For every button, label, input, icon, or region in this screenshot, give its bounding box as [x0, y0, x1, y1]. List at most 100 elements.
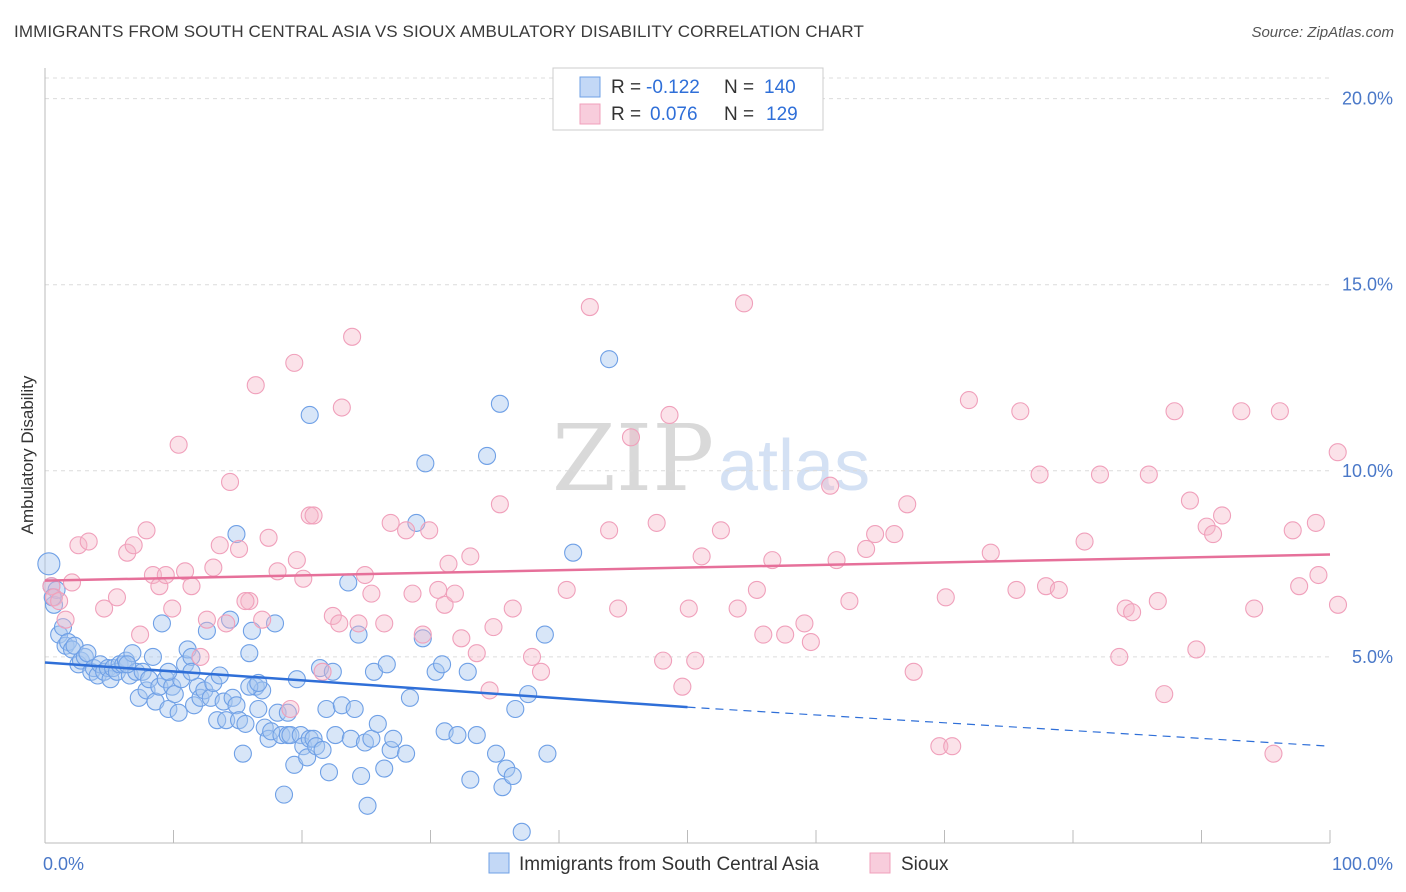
legend-n-value-1: 140	[764, 77, 796, 98]
sioux-point-45	[362, 584, 381, 603]
immigrants-point-119	[493, 778, 512, 797]
immigrants-point-122	[506, 699, 525, 719]
y-tick-label-10: 10.0%	[1342, 461, 1393, 481]
gridlines	[45, 77, 1330, 658]
sioux-point-125	[1309, 565, 1328, 585]
immigrants-point-127	[564, 543, 583, 562]
sioux-point-33	[285, 353, 304, 372]
sioux-point-36	[300, 506, 319, 525]
sioux-point-74	[679, 599, 698, 618]
sioux-point-6	[79, 532, 98, 551]
immigrants-point-36	[152, 614, 171, 633]
sioux-point-50	[413, 625, 432, 644]
sioux-point-70	[647, 513, 666, 532]
bottom-legend-swatch-pink	[869, 852, 891, 874]
sioux-point-104	[1075, 532, 1094, 551]
sioux-point-100	[1011, 402, 1030, 421]
sioux-point-101	[1030, 465, 1049, 484]
sioux-point-26	[229, 539, 249, 559]
sioux-point-84	[795, 614, 814, 633]
sioux-point-22	[204, 558, 223, 577]
sioux-point-83	[776, 625, 795, 644]
immigrants-point-126	[538, 744, 557, 763]
sioux-point-61	[490, 495, 509, 514]
series-immigrants-points	[37, 350, 619, 841]
source-credit: Source: ZipAtlas.com	[1251, 24, 1394, 41]
sioux-point-37	[304, 506, 323, 525]
immigrants-point-133	[240, 677, 259, 696]
axes	[44, 68, 1331, 844]
legend-n-label-2: N =	[724, 104, 754, 125]
immigrants-point-99	[362, 729, 381, 748]
immigrants-point-33	[143, 647, 162, 666]
sioux-point-38	[313, 662, 332, 681]
immigrants-point-130	[477, 446, 497, 465]
sioux-point-32	[281, 699, 300, 719]
legend-n-label-1: N =	[724, 77, 754, 98]
sioux-point-73	[673, 677, 692, 696]
immigrants-point-116	[461, 770, 480, 789]
immigrants-point-125	[535, 625, 554, 644]
immigrants-point-131	[300, 405, 319, 425]
y-tick-label-5: 5.0%	[1352, 647, 1393, 667]
sioux-point-82	[763, 551, 782, 570]
immigrants-point-106	[397, 744, 416, 763]
immigrants-point-87	[317, 699, 336, 719]
sioux-point-42	[343, 327, 362, 346]
sioux-point-105	[1090, 465, 1110, 484]
legend-swatch-pink	[579, 103, 601, 125]
sioux-point-10	[124, 536, 143, 555]
immigrants-point-124	[519, 685, 538, 704]
legend-swatch-blue	[579, 76, 601, 98]
bottom-legend-label-sioux: Sioux	[901, 854, 949, 875]
sioux-point-90	[866, 525, 885, 544]
immigrants-point-110	[416, 454, 435, 473]
sioux-point-123	[1290, 577, 1309, 596]
sioux-point-117	[1213, 506, 1232, 525]
bottom-legend: Immigrants from South Central Asia Sioux	[488, 852, 949, 875]
immigrants-point-61	[233, 744, 252, 763]
x-tick-labels: 0.0% 100.0%	[43, 854, 1393, 874]
immigrants-point-63	[240, 644, 259, 663]
sioux-point-27	[240, 592, 259, 611]
sioux-point-86	[821, 476, 840, 495]
sioux-point-8	[107, 588, 127, 607]
trend-sioux	[44, 553, 1331, 582]
immigrants-point-39	[163, 677, 182, 696]
sioux-point-18	[176, 562, 195, 581]
immigrants-point-49	[195, 681, 214, 700]
sioux-point-49	[403, 584, 422, 603]
sioux-point-113	[1180, 491, 1199, 510]
immigrants-point-94	[345, 699, 364, 719]
sioux-point-89	[857, 539, 876, 559]
sioux-point-76	[692, 547, 711, 566]
sioux-point-4	[62, 573, 82, 592]
sioux-point-57	[461, 547, 480, 566]
y-tick-labels: 5.0% 10.0% 15.0% 20.0%	[1342, 89, 1393, 667]
sioux-point-78	[728, 599, 747, 618]
sioux-point-54	[439, 554, 458, 573]
sioux-point-118	[1232, 402, 1251, 421]
sioux-point-66	[580, 297, 599, 317]
sioux-point-64	[531, 662, 551, 681]
sioux-point-85	[801, 632, 820, 652]
immigrants-point-102	[375, 759, 394, 778]
sioux-point-48	[397, 521, 416, 540]
immigrants-point-96	[352, 766, 371, 786]
immigrants-point-66	[249, 699, 268, 719]
sioux-point-97	[959, 391, 978, 410]
sioux-point-87	[827, 551, 846, 570]
bottom-legend-swatch-blue	[488, 852, 510, 874]
sioux-point-59	[480, 681, 499, 700]
sioux-point-30	[259, 528, 278, 547]
trend-immigrants-dashed	[687, 706, 1331, 747]
immigrants-point-89	[323, 662, 342, 681]
sioux-point-58	[467, 644, 486, 663]
sioux-point-35	[294, 569, 313, 588]
sioux-point-56	[452, 629, 471, 648]
sioux-point-55	[445, 584, 464, 603]
legend-r-label-2: R =	[611, 104, 641, 125]
legend-r-label-1: R =	[611, 77, 641, 98]
sioux-point-68	[609, 599, 628, 618]
sioux-point-106	[1110, 647, 1129, 666]
